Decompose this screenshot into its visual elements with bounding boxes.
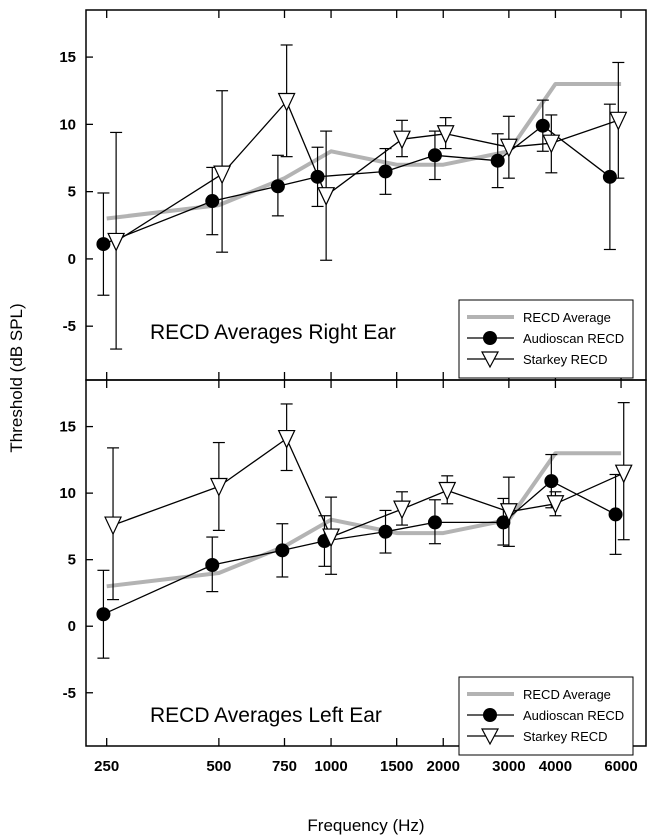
x-tick-label: 500 bbox=[206, 758, 231, 775]
legend-label: Starkey RECD bbox=[523, 729, 608, 744]
y-tick-label: 10 bbox=[59, 485, 76, 502]
legend-label: RECD Average bbox=[523, 687, 611, 702]
audioscan-point bbox=[608, 507, 623, 522]
audioscan-point bbox=[96, 237, 111, 252]
right-ear-panel: 15 10 5 0 -5 RECD Averages Right Ear RECD Aver… bbox=[59, 10, 634, 380]
audioscan-point bbox=[544, 474, 559, 489]
y-tick-label: 0 bbox=[68, 618, 76, 635]
x-tick-label: 3000 bbox=[492, 758, 525, 775]
legend-marker bbox=[483, 708, 497, 722]
starkey-point bbox=[609, 111, 628, 131]
frequency-axis: 250 500 750 1000 1500 2000 3000 4000 6000 bbox=[94, 758, 638, 775]
x-tick-label: 750 bbox=[272, 758, 297, 775]
audioscan-point bbox=[275, 543, 290, 558]
x-axis-label: Frequency (Hz) bbox=[307, 816, 424, 835]
series-line bbox=[112, 437, 624, 538]
y-tick-label: 15 bbox=[59, 49, 76, 66]
starkey-point bbox=[322, 528, 341, 548]
x-tick-label: 250 bbox=[94, 758, 119, 775]
legend-label: RECD Average bbox=[523, 310, 611, 325]
audioscan-point bbox=[496, 515, 511, 530]
audioscan-point bbox=[378, 164, 393, 179]
audioscan-point bbox=[270, 179, 285, 194]
x-tick-label: 1500 bbox=[380, 758, 413, 775]
x-tick-label: 1000 bbox=[314, 758, 347, 775]
starkey-point bbox=[542, 134, 561, 154]
y-axis-label: Threshold (dB SPL) bbox=[7, 303, 26, 452]
audioscan-point bbox=[205, 557, 220, 572]
audioscan-point bbox=[205, 194, 220, 209]
starkey-point bbox=[277, 92, 296, 112]
starkey-point bbox=[277, 429, 296, 449]
y-tick-label: 5 bbox=[68, 184, 76, 201]
legend-label: Starkey RECD bbox=[523, 352, 608, 367]
panel-title: RECD Averages Right Ear bbox=[150, 321, 396, 344]
y-tick-label: 10 bbox=[59, 116, 76, 133]
starkey-point bbox=[104, 516, 122, 536]
legend-marker bbox=[481, 351, 499, 369]
audioscan-point bbox=[427, 148, 442, 163]
starkey-point bbox=[393, 130, 411, 150]
y-tick-label: 5 bbox=[68, 552, 76, 569]
starkey-point bbox=[107, 232, 126, 252]
starkey-point bbox=[499, 503, 518, 523]
starkey-point bbox=[436, 125, 455, 145]
series-line bbox=[103, 125, 611, 245]
starkey-point bbox=[546, 495, 565, 515]
x-tick-label: 4000 bbox=[539, 758, 572, 775]
audioscan-point bbox=[427, 515, 442, 530]
audioscan-point bbox=[535, 118, 550, 133]
starkey-point bbox=[317, 187, 336, 207]
starkey-point bbox=[614, 464, 633, 484]
series-line bbox=[106, 82, 622, 221]
starkey-point bbox=[213, 165, 232, 185]
starkey-point bbox=[499, 138, 518, 158]
audioscan-point bbox=[378, 524, 393, 539]
left-ear-panel-frame bbox=[85, 379, 647, 747]
x-tick-label: 2000 bbox=[427, 758, 460, 775]
starkey-point bbox=[209, 477, 228, 497]
legend-label: Audioscan RECD bbox=[523, 708, 624, 723]
y-tick-label: 15 bbox=[59, 419, 76, 436]
series-line bbox=[106, 451, 622, 589]
audioscan-point bbox=[96, 607, 111, 622]
legend-marker bbox=[483, 331, 497, 345]
x-tick-label: 6000 bbox=[604, 758, 637, 775]
panel-title: RECD Averages Left Ear bbox=[150, 704, 382, 727]
audioscan-point bbox=[602, 169, 617, 184]
starkey-point bbox=[393, 500, 411, 520]
y-tick-label: 0 bbox=[68, 251, 76, 268]
legend-label: Audioscan RECD bbox=[523, 331, 624, 346]
left-ear-panel: 15 10 5 0 -5 RECD Averages Left Ear RECD Avera… bbox=[59, 380, 634, 756]
audioscan-point bbox=[490, 153, 505, 168]
y-tick-label: -5 bbox=[63, 318, 76, 335]
starkey-point bbox=[438, 481, 457, 501]
y-tick-label: -5 bbox=[63, 685, 76, 702]
legend-marker bbox=[481, 728, 499, 746]
